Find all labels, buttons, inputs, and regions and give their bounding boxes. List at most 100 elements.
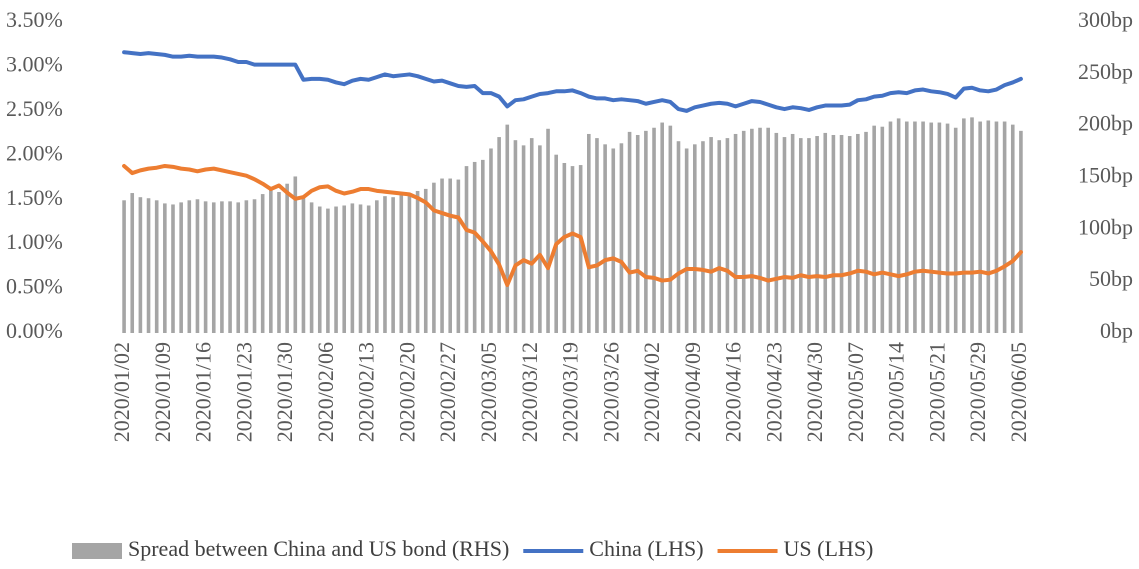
bar <box>725 138 730 333</box>
bar <box>741 130 746 333</box>
bar <box>627 131 632 333</box>
bar <box>937 122 942 333</box>
bar <box>211 202 216 333</box>
y2-tick-label: 250bp <box>1078 59 1133 84</box>
bar <box>587 133 591 333</box>
x-tick-label: 2020/01/30 <box>272 342 297 442</box>
bar <box>472 161 477 333</box>
y-tick-label: 1.00% <box>6 229 63 254</box>
bar <box>383 196 387 333</box>
bar <box>929 122 934 333</box>
bar <box>481 159 485 333</box>
x-tick-label: 2020/04/16 <box>721 342 746 442</box>
bar <box>154 200 159 333</box>
bar <box>856 133 860 333</box>
bar <box>644 130 648 333</box>
bar <box>301 196 306 333</box>
bar <box>880 126 885 333</box>
bar <box>904 121 909 334</box>
bar <box>358 204 363 333</box>
bar <box>635 134 640 333</box>
bar <box>399 195 404 333</box>
bar <box>179 202 183 333</box>
y-tick-label: 2.50% <box>6 96 63 121</box>
bar <box>415 190 420 333</box>
bar <box>326 208 330 333</box>
bar <box>798 138 803 333</box>
bar <box>122 200 126 333</box>
bar <box>432 182 436 333</box>
bar <box>244 200 249 333</box>
bar <box>334 206 338 333</box>
bar <box>1019 130 1023 333</box>
bar <box>269 187 273 333</box>
bar <box>138 197 143 333</box>
bar <box>782 137 787 333</box>
bar <box>864 131 868 333</box>
x-tick-label: 2020/02/13 <box>354 342 379 442</box>
x-tick-label: 2020/05/14 <box>884 342 909 442</box>
x-tick-label: 2020/05/29 <box>965 342 990 442</box>
bar <box>595 138 599 333</box>
y-tick-label: 0.50% <box>6 274 63 299</box>
y-tick-label: 0.00% <box>6 318 63 343</box>
bar <box>570 166 575 333</box>
x-tick-label: 2020/01/09 <box>150 342 175 442</box>
x-tick-label: 2020/04/09 <box>680 342 705 442</box>
bar <box>513 140 518 333</box>
bar <box>962 118 966 333</box>
bar <box>317 206 322 333</box>
bar <box>350 203 355 333</box>
bar <box>953 127 958 334</box>
x-tick-label: 2020/05/07 <box>843 342 868 442</box>
bar <box>1010 124 1015 333</box>
y-tick-label: 3.50% <box>6 7 63 32</box>
bar <box>701 141 705 333</box>
y2-tick-label: 50bp <box>1089 266 1133 291</box>
bar <box>171 204 175 333</box>
bar <box>187 200 192 333</box>
bar <box>676 141 681 333</box>
x-tick-label: 2020/03/26 <box>598 342 623 442</box>
bar <box>970 117 974 333</box>
bar <box>489 148 493 333</box>
bar <box>945 123 950 334</box>
x-tick-label: 2020/04/30 <box>802 342 827 442</box>
bar <box>603 144 607 333</box>
bar <box>163 203 167 333</box>
bar <box>578 165 583 333</box>
bar <box>220 201 224 333</box>
line <box>122 163 1023 288</box>
x-tick-label: 2020/06/05 <box>1006 342 1031 442</box>
bar <box>505 124 510 333</box>
y2-tick-label: 150bp <box>1078 163 1133 188</box>
bar <box>733 133 738 333</box>
bar <box>456 179 461 333</box>
bar <box>790 133 795 333</box>
x-tick-label: 2020/01/16 <box>191 342 216 442</box>
x-tick-label: 2020/02/06 <box>313 342 338 442</box>
bar <box>709 137 713 333</box>
bar <box>236 202 241 333</box>
bar <box>252 199 257 333</box>
bar <box>913 121 917 334</box>
x-tick-label: 2020/03/12 <box>517 342 542 442</box>
bar <box>440 178 444 333</box>
x-tick-label: 2020/02/27 <box>435 342 460 442</box>
x-tick-label: 2020/03/05 <box>476 342 501 442</box>
bar <box>146 198 151 333</box>
bar <box>619 143 624 333</box>
bar <box>285 183 289 333</box>
bar <box>538 145 542 333</box>
bar <box>611 148 616 333</box>
line <box>122 50 1023 113</box>
bar <box>342 205 347 333</box>
y-tick-label: 3.00% <box>6 51 63 76</box>
bar <box>407 193 412 333</box>
bar <box>309 202 314 333</box>
y2-tick-label: 100bp <box>1078 214 1133 239</box>
bar <box>692 144 697 333</box>
bar <box>668 125 673 334</box>
bar <box>260 194 265 333</box>
